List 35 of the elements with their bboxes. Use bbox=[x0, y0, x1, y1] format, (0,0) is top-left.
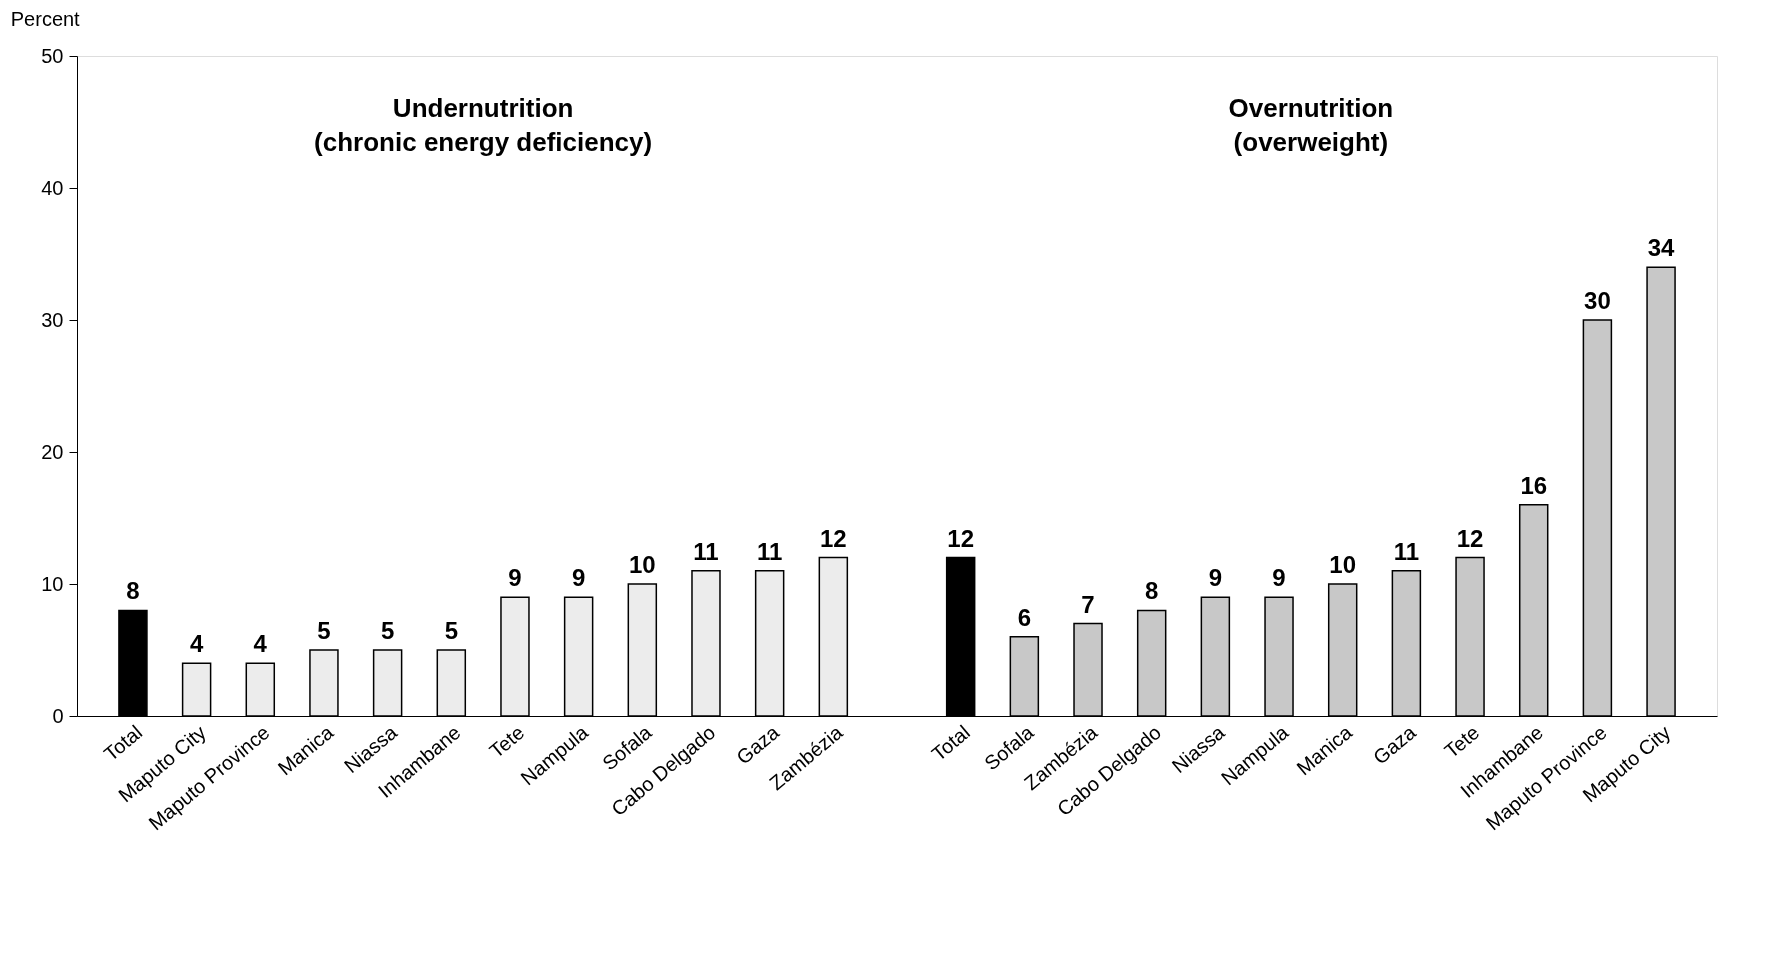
data-label: 5 bbox=[317, 617, 331, 644]
x-tick-label: Total bbox=[927, 720, 975, 765]
data-label: 8 bbox=[126, 577, 140, 605]
data-label: 11 bbox=[1393, 537, 1420, 565]
x-tick-label: Gaza bbox=[1368, 720, 1421, 769]
y-tick-label: 0 bbox=[52, 704, 64, 727]
y-axis-title: Percent bbox=[10, 8, 81, 30]
y-tick-label: 40 bbox=[41, 176, 64, 199]
data-label: 12 bbox=[947, 524, 975, 552]
y-tick-label: 30 bbox=[41, 308, 64, 331]
data-label: 11 bbox=[756, 537, 783, 565]
data-label: 9 bbox=[571, 564, 586, 592]
data-label: 16 bbox=[1520, 471, 1548, 499]
data-label: 10 bbox=[628, 551, 656, 578]
data-label: 30 bbox=[1584, 287, 1611, 314]
data-label: 6 bbox=[1017, 603, 1032, 631]
data-label: 9 bbox=[1208, 564, 1223, 592]
data-label: 10 bbox=[1329, 551, 1357, 578]
data-label: 7 bbox=[1081, 590, 1095, 618]
y-tick-label: 20 bbox=[41, 440, 64, 463]
data-label: 5 bbox=[444, 617, 458, 644]
data-label: 11 bbox=[693, 537, 719, 565]
data-label: 5 bbox=[380, 617, 395, 644]
data-label: 34 bbox=[1647, 234, 1676, 262]
y-tick-label: 10 bbox=[41, 572, 64, 595]
data-label: 12 bbox=[1456, 524, 1484, 552]
data-label: 12 bbox=[819, 524, 847, 552]
annotation: Overnutrition (overweight) bbox=[1228, 93, 1394, 157]
data-label: 9 bbox=[508, 564, 522, 592]
data-label: 4 bbox=[253, 630, 268, 658]
data-label: 9 bbox=[1272, 564, 1286, 592]
annotation: Undernutrition (chronic energy deficiency) bbox=[314, 93, 653, 157]
y-tick-label: 50 bbox=[41, 44, 64, 67]
data-label: 8 bbox=[1145, 577, 1159, 605]
data-label: 4 bbox=[189, 630, 204, 658]
